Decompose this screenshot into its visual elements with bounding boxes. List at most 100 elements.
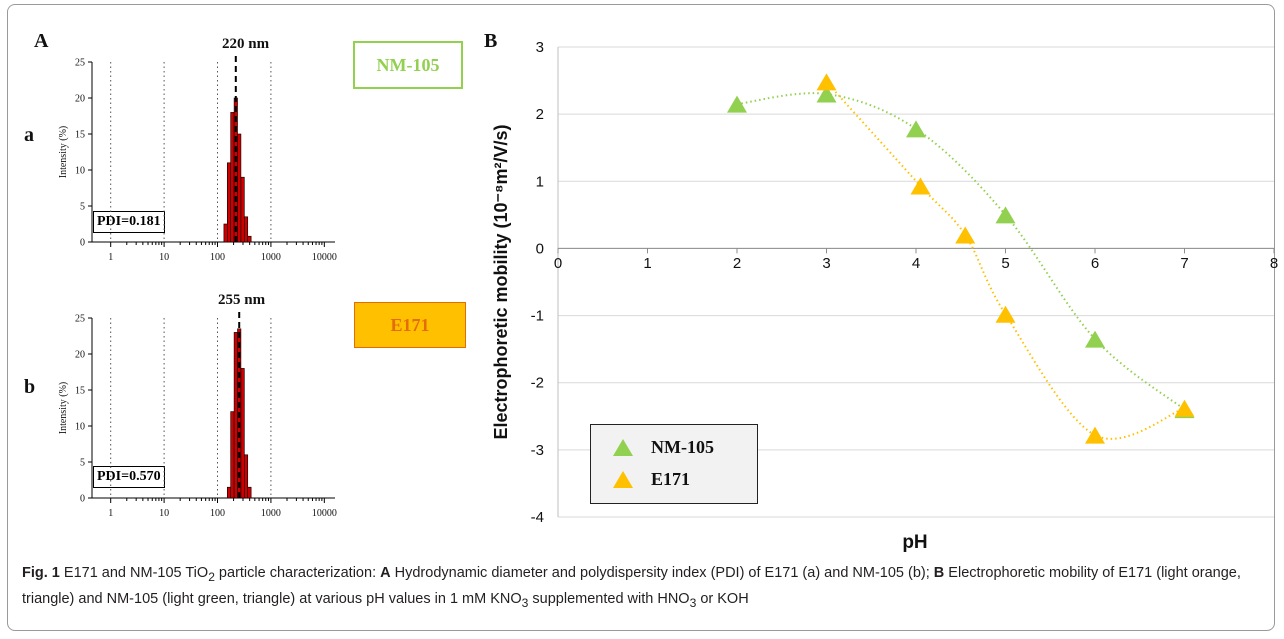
- x-tick-label-1: 10: [159, 508, 169, 518]
- y-tick-label-0: 0: [80, 238, 85, 249]
- bar-2: [233, 332, 238, 499]
- y-tick-label-2: -2: [531, 375, 544, 392]
- y-tick-label-5: 25: [75, 314, 85, 325]
- data-point-s1-5: [1174, 399, 1195, 417]
- x-tick-label-3: 1000: [261, 508, 281, 518]
- y-tick-label-3: 15: [75, 130, 85, 141]
- panel-a-letter: A: [34, 30, 49, 52]
- bar-7: [247, 235, 252, 243]
- peak-label-a: 220 nm: [222, 36, 270, 52]
- y-tick-label-0: -4: [531, 509, 544, 526]
- bar-0: [226, 486, 232, 499]
- data-point-s1-4: [1085, 426, 1105, 444]
- subpanel-a-letter: a: [24, 124, 34, 146]
- bar-2: [230, 112, 235, 243]
- x-tick-label-2: 2: [733, 255, 741, 272]
- caption-sub-3: 3: [521, 595, 529, 610]
- y-tick-label-7: 3: [536, 39, 544, 56]
- sample-badge-e171: E171: [354, 302, 466, 348]
- peak-label-b: 255 nm: [218, 292, 266, 308]
- x-tick-label-1: 1: [643, 255, 651, 272]
- y-tick-label-5: 25: [75, 58, 85, 69]
- legend-nm105-label: NM-105: [651, 437, 714, 457]
- x-tick-label-1: 10: [159, 252, 169, 262]
- bar-6: [247, 486, 252, 499]
- x-tick-label-2: 100: [210, 508, 225, 518]
- y-axis-label: Intensity (%): [58, 126, 69, 179]
- data-point-s1-2: [955, 226, 976, 244]
- chart-legend: NM-105 E171: [590, 424, 758, 504]
- data-point-s0-4: [1085, 330, 1105, 348]
- mobility-chart: -4 -3 -2 -1 0 1 2 3 0 1 2 3 4 5 6 7 8 pH Electrophoretic m…: [491, 39, 1278, 553]
- caption-text-3: Hydrodynamic diameter and polydispersity…: [390, 565, 934, 581]
- dls-chart-b: 0510152025110100100010000Size (d.nm)Inte…: [58, 312, 337, 518]
- x-tick-label-3: 1000: [261, 252, 281, 262]
- caption-text-1: E171 and NM-105 TiO: [59, 565, 209, 581]
- bar-1: [230, 411, 235, 499]
- bar-4: [237, 133, 242, 243]
- trend-curve-0: [736, 92, 1186, 411]
- y-tick-label-0: 0: [80, 494, 85, 505]
- y-tick-label-6: 2: [536, 106, 544, 123]
- legend-item-nm105: NM-105: [613, 437, 714, 458]
- x-tick-label-4: 4: [912, 255, 920, 272]
- x-tick-label-5: 5: [1001, 255, 1009, 272]
- y-tick-label-4: 0: [536, 240, 544, 257]
- figure-frame: [7, 4, 1275, 631]
- x-tick-label-4: 10000: [312, 508, 337, 518]
- caption-bold-b: B: [933, 565, 945, 581]
- x-tick-label-6: 6: [1091, 255, 1099, 272]
- trend-curve-1: [825, 81, 1185, 440]
- data-point-s1-1: [910, 177, 931, 195]
- y-tick-label-2: 10: [75, 422, 85, 433]
- data-point-s0-1: [816, 85, 837, 103]
- data-point-s1-3: [995, 305, 1016, 323]
- legend-e171-triangle-icon: [613, 471, 633, 488]
- bar-0: [223, 223, 228, 243]
- caption-text-2: particle characterization:: [214, 565, 381, 581]
- y-tick-label-3: 15: [75, 386, 85, 397]
- y-tick-label-3: -1: [531, 308, 544, 325]
- legend-nm105-triangle-icon: [613, 439, 633, 456]
- caption-text-4: Electrophoretic mobility of E171 (light …: [22, 565, 1241, 607]
- x-tick-label-3: 3: [822, 255, 830, 272]
- y-tick-label-4: 20: [75, 350, 85, 361]
- caption-sub-2: 2: [208, 569, 215, 584]
- y-tick-label-4: 20: [75, 94, 85, 105]
- y-tick-label-1: 5: [80, 202, 85, 213]
- dls-chart-a: 0510152025110100100010000Size (d.nm)Inte…: [58, 56, 337, 262]
- bar-6: [244, 216, 249, 243]
- data-point-s0-2: [906, 120, 926, 138]
- y-tick-label-2: 10: [75, 166, 85, 177]
- x-axis-label: pH: [902, 532, 927, 553]
- caption-sub-3b: 3: [689, 595, 697, 610]
- data-point-s0-3: [995, 206, 1016, 224]
- legend-item-e171: E171: [613, 469, 690, 490]
- x-tick-label-0: 1: [108, 508, 113, 518]
- figure-caption: Fig. 1 E171 and NM-105 TiO2 particle cha…: [22, 562, 1262, 614]
- x-tick-label-7: 7: [1180, 255, 1188, 272]
- x-tick-label-0: 0: [554, 255, 562, 272]
- panel-b-letter: B: [484, 30, 498, 52]
- x-tick-label-0: 1: [108, 252, 113, 262]
- y-tick-label-5: 1: [536, 173, 544, 190]
- x-tick-label-8: 8: [1270, 255, 1278, 272]
- subpanel-b-letter: b: [24, 376, 36, 398]
- data-point-s1-0: [816, 73, 837, 91]
- data-point-s0-0: [727, 95, 747, 113]
- sample-badge-nm105: NM-105: [353, 41, 463, 89]
- y-axis-label: Intensity (%): [58, 382, 69, 435]
- caption-bold-a: A: [380, 565, 391, 581]
- bar-5: [240, 176, 245, 243]
- y-tick-label-1: 5: [80, 458, 85, 469]
- caption-text-5: supplemented with HNO: [528, 590, 690, 607]
- bar-5: [244, 454, 249, 499]
- y-axis-label: Electrophoretic mobility (10⁻⁸m²/V/s): [491, 124, 511, 439]
- x-tick-label-4: 10000: [312, 252, 337, 262]
- bar-1: [226, 162, 232, 243]
- x-tick-label-2: 100: [210, 252, 225, 262]
- caption-fig-label: Fig. 1: [22, 565, 60, 581]
- y-tick-label-1: -3: [531, 442, 544, 459]
- caption-text-6: or KOH: [696, 590, 749, 607]
- bar-4: [240, 368, 245, 499]
